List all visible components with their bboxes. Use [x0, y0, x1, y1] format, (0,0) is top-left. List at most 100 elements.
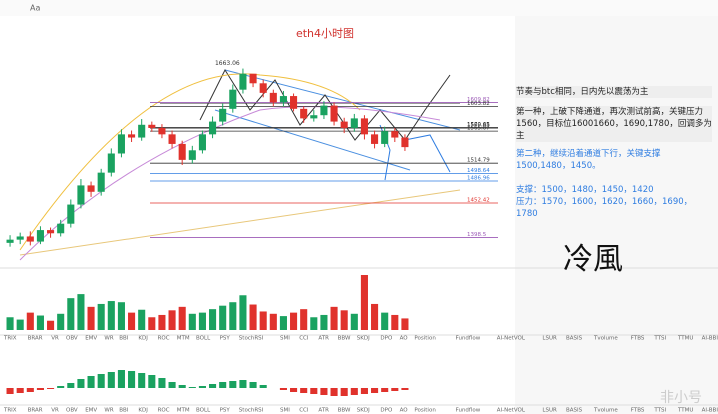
- watermark: 非小号: [660, 390, 702, 406]
- indicator-tab[interactable]: BOLL: [196, 336, 211, 342]
- indicator-tab[interactable]: SMI: [280, 408, 290, 414]
- indicator-tab[interactable]: KDJ: [138, 336, 148, 342]
- candle-body: [290, 96, 298, 109]
- indicator-tab[interactable]: TTMU: [677, 336, 693, 342]
- indicator-tab[interactable]: OBV: [66, 336, 78, 342]
- candle-body: [229, 89, 237, 109]
- candle-body: [158, 127, 166, 135]
- indicator-tab[interactable]: ROC: [158, 408, 170, 414]
- indicator-tab[interactable]: BRAR: [28, 408, 43, 414]
- volume-bar: [6, 317, 14, 330]
- volume-bar: [300, 309, 308, 330]
- indicator-tab[interactable]: WR: [104, 408, 113, 414]
- volume-bar: [97, 303, 105, 330]
- indicator-tab[interactable]: LSUR: [542, 408, 557, 414]
- indicator-tab[interactable]: KDJ: [138, 408, 148, 414]
- indicator-tab[interactable]: TRIX: [3, 408, 17, 414]
- volume-bar: [350, 313, 358, 330]
- indicator-tab[interactable]: EMV: [85, 408, 97, 414]
- indicator-tab[interactable]: FTBS: [631, 408, 645, 414]
- indicator-tab[interactable]: TTSI: [653, 336, 666, 342]
- indicator-tab[interactable]: TTSI: [653, 408, 666, 414]
- volume-bar: [47, 320, 55, 330]
- candle-body: [178, 143, 186, 160]
- indicator-tab[interactable]: WR: [104, 336, 113, 342]
- volume-bar: [117, 302, 125, 330]
- indicator-tab[interactable]: BBW: [338, 336, 351, 342]
- indicator-tab[interactable]: PSY: [220, 336, 231, 342]
- indicator-tab[interactable]: Tvolume: [593, 336, 618, 342]
- indicator-tab[interactable]: SKDJ: [357, 336, 370, 342]
- indicator-tab[interactable]: CCI: [299, 408, 309, 414]
- candle-body: [117, 134, 125, 154]
- candle-body: [219, 108, 227, 122]
- volume-bar: [26, 312, 34, 330]
- candle-body: [330, 105, 338, 122]
- volume-bar: [67, 298, 75, 330]
- indicator-tab[interactable]: Fundflow: [456, 408, 481, 414]
- macd-bar: [128, 371, 136, 388]
- indicator-tab[interactable]: TRIX: [3, 336, 17, 342]
- volume-bar: [239, 295, 247, 330]
- indicator-tab[interactable]: SKDJ: [357, 408, 370, 414]
- indicator-tab[interactable]: ROC: [158, 336, 170, 342]
- indicator-tab[interactable]: MTM: [177, 336, 190, 342]
- indicator-tab[interactable]: AI-NetVOL: [497, 336, 526, 342]
- volume-bar: [371, 303, 379, 330]
- macd-bar: [47, 388, 55, 389]
- volume-bar: [209, 309, 217, 330]
- indicator-tab[interactable]: SMI: [280, 336, 290, 342]
- candle-body: [279, 96, 287, 103]
- indicator-tab[interactable]: ATR: [318, 336, 329, 342]
- indicator-tab[interactable]: Fundflow: [456, 336, 481, 342]
- indicator-tab[interactable]: AI-BBI: [702, 336, 718, 342]
- indicator-tab[interactable]: ATR: [318, 408, 329, 414]
- macd-bar: [310, 388, 318, 394]
- macd-bar: [87, 376, 95, 388]
- macd-bar: [198, 386, 206, 388]
- indicator-tab[interactable]: BASIS: [566, 408, 583, 414]
- price-label: 1498.64: [467, 168, 490, 174]
- macd-bar: [178, 385, 186, 388]
- indicator-tab[interactable]: BASIS: [566, 336, 583, 342]
- indicator-tab[interactable]: MTM: [177, 408, 190, 414]
- indicator-tab[interactable]: Position: [414, 336, 436, 342]
- chart-title: eth4小时图: [296, 27, 354, 40]
- candle-body: [107, 153, 115, 173]
- macd-bar: [168, 382, 176, 388]
- indicator-tab[interactable]: TTMU: [677, 408, 693, 414]
- indicator-tab[interactable]: FTBS: [631, 336, 645, 342]
- volume-bar: [107, 301, 115, 330]
- indicator-tab[interactable]: AI-NetVOL: [497, 408, 526, 414]
- indicator-tab[interactable]: Position: [414, 408, 436, 414]
- indicator-tab[interactable]: PSY: [220, 408, 231, 414]
- volume-bar: [77, 294, 85, 330]
- candle-body: [310, 115, 318, 119]
- indicator-tab[interactable]: Tvolume: [593, 408, 618, 414]
- indicator-tab[interactable]: LSUR: [542, 336, 557, 342]
- price-label: 1398.5: [467, 232, 487, 238]
- volume-bar: [259, 311, 267, 330]
- text-tool[interactable]: Aa: [30, 4, 40, 13]
- indicator-tab[interactable]: AO: [400, 336, 409, 342]
- indicator-tab[interactable]: BBI: [119, 336, 129, 342]
- indicator-tab[interactable]: DPO: [380, 408, 393, 414]
- indicator-tab[interactable]: StochRSI: [239, 408, 264, 414]
- indicator-tab[interactable]: VR: [51, 408, 59, 414]
- volume-bar: [310, 317, 318, 330]
- indicator-tab[interactable]: VR: [51, 336, 59, 342]
- indicator-tab[interactable]: BBW: [338, 408, 351, 414]
- indicator-tab[interactable]: DPO: [380, 336, 393, 342]
- volume-bar: [340, 310, 348, 330]
- indicator-tab[interactable]: StochRSI: [239, 336, 264, 342]
- indicator-tab[interactable]: BOLL: [196, 408, 211, 414]
- note-summary: 节奏与btc相同，日内先以震荡为主: [516, 86, 712, 98]
- indicator-tab[interactable]: BBI: [119, 408, 129, 414]
- indicator-tab[interactable]: EMV: [85, 336, 97, 342]
- indicator-tab[interactable]: OBV: [66, 408, 78, 414]
- indicator-tab[interactable]: CCI: [299, 336, 309, 342]
- indicator-tab[interactable]: AO: [400, 408, 409, 414]
- candle-body: [148, 124, 156, 128]
- indicator-tab[interactable]: AI-BBI: [702, 408, 718, 414]
- indicator-tab[interactable]: BRAR: [28, 336, 43, 342]
